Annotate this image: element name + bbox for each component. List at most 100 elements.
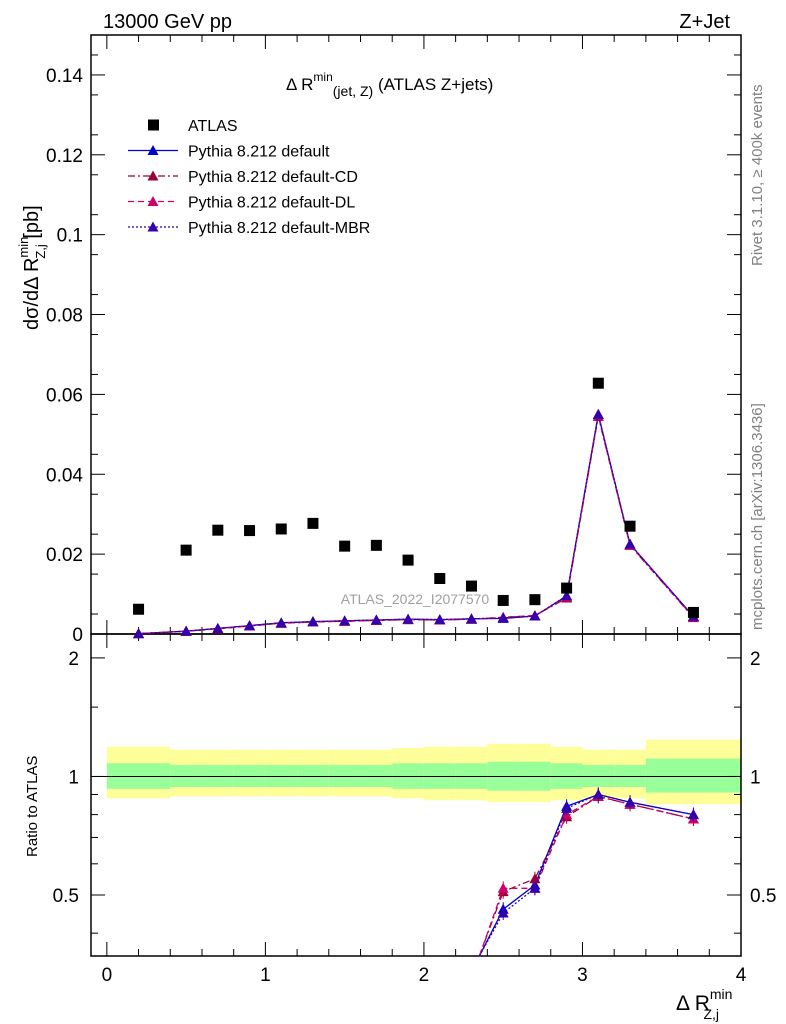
- band-inner-segment: [645, 758, 741, 793]
- main-y-tick-label: 0.06: [46, 385, 83, 406]
- main-series-marker: [244, 620, 256, 631]
- x-label-sub: Z,j: [703, 1006, 719, 1022]
- analysis-watermark: ATLAS_2022_I2077570: [341, 591, 490, 607]
- legend-marker-swatch: [147, 196, 159, 206]
- ratio-series-marker: [592, 788, 604, 799]
- ratio-mc-lines: [478, 787, 699, 957]
- atlas-data-point: [529, 594, 541, 606]
- legend-marker-swatch: [147, 145, 159, 155]
- main-series-marker: [307, 616, 319, 627]
- ratio-y-axis-label: Ratio to ATLAS: [24, 756, 41, 857]
- atlas-data-point: [465, 580, 477, 592]
- main-series-marker: [402, 613, 414, 624]
- main-series-marker: [370, 614, 382, 625]
- atlas-data-point: [624, 520, 636, 532]
- ratio-panel-frame: [90, 633, 742, 957]
- ratio-uncertainty-bands: [91, 739, 741, 805]
- main-y-label-prefix: dσ/dΔ R: [21, 258, 43, 330]
- ratio-y-tick-label-right: 1: [750, 767, 761, 788]
- main-series-marker: [339, 615, 351, 626]
- main-y-tick-label: 0.1: [57, 226, 83, 247]
- main-y-tick-label: 0.02: [46, 545, 83, 566]
- main-series-marker: [212, 622, 224, 633]
- ratio-series-marker: [687, 809, 699, 820]
- main-series-marker: [180, 625, 192, 636]
- atlas-data-point: [212, 524, 224, 536]
- ratio-y-tick-label-right: 2: [750, 649, 761, 670]
- ratio-y-tick-label: 2: [68, 649, 79, 670]
- ratio-series-line: [478, 795, 694, 957]
- x-tick-label: 1: [260, 965, 271, 986]
- main-y-label-sub: Z,j: [33, 244, 48, 259]
- main-series-marker: [465, 613, 477, 624]
- main-series-marker: [497, 612, 509, 623]
- x-tick-label: 0: [102, 965, 113, 986]
- ratio-panel-axes: 0.5 0.5 1 1 2 2 0 1 2 3 4: [53, 634, 776, 986]
- atlas-data-point: [244, 525, 256, 537]
- ratio-series-marker: [624, 796, 636, 807]
- x-label-sup: min: [710, 986, 733, 1002]
- ratio-series-marker: [497, 907, 509, 918]
- atlas-data-point: [180, 544, 192, 556]
- main-series-marker: [561, 590, 573, 601]
- atlas-data-point: [275, 523, 287, 535]
- legend: ATLAS Pythia 8.212 default Pythia 8.212 de…: [128, 118, 370, 237]
- legend-atlas-marker: [148, 119, 159, 131]
- legend-entry-label: Pythia 8.212 default: [188, 144, 330, 161]
- header-right: Z+Jet: [679, 11, 730, 33]
- main-y-axis-label: dσ/dΔ Rmin Z,j [pb]: [16, 205, 48, 330]
- main-y-tick-label: 0.12: [46, 146, 83, 167]
- main-series-marker: [133, 628, 145, 639]
- ratio-series-line: [478, 795, 694, 957]
- main-y-label-suffix: [pb]: [21, 205, 43, 244]
- legend-entry-label: Pythia 8.212 default-MBR: [188, 220, 370, 237]
- plot-title: Δ Rmin(jet, Z) (ATLAS Z+jets): [286, 70, 493, 99]
- legend-marker-swatch: [147, 221, 159, 232]
- main-y-tick-label: 0.08: [46, 306, 83, 327]
- legend-marker-swatch: [147, 170, 159, 181]
- atlas-data-point: [592, 377, 604, 389]
- ratio-y-tick-label-right: 0.5: [750, 886, 776, 907]
- legend-entry-label: Pythia 8.212 default-DL: [188, 195, 355, 212]
- legend-entry-label: Pythia 8.212 default-CD: [188, 169, 358, 186]
- atlas-data-point: [687, 606, 699, 618]
- main-series-marker: [434, 614, 446, 625]
- main-y-tick-label: 0.14: [46, 66, 83, 87]
- ratio-y-tick-label: 1: [68, 767, 79, 788]
- legend-entry-label: ATLAS: [188, 118, 238, 135]
- ratio-series-marker: [529, 882, 541, 893]
- x-label-prefix: Δ R: [676, 992, 710, 1015]
- main-y-label-sup: min: [16, 237, 31, 258]
- atlas-data-point: [561, 582, 573, 594]
- ratio-series-line: [478, 793, 694, 957]
- plot-title-suffix: (ATLAS Z+jets): [373, 75, 493, 94]
- x-axis-label: Δ Rmin Z,j: [676, 986, 732, 1022]
- atlas-data-point: [434, 572, 446, 584]
- atlas-data-point: [497, 594, 509, 606]
- x-tick-label: 2: [419, 965, 430, 986]
- plot-title-prefix: Δ R: [286, 75, 313, 94]
- mcplots-label: mcplots.cern.ch [arXiv:1306.3436]: [749, 403, 766, 630]
- atlas-data-point: [370, 539, 382, 551]
- main-y-tick-label: 0.04: [46, 465, 83, 486]
- plot-title-sub: (jet, Z): [333, 83, 373, 99]
- ratio-series-marker: [497, 882, 509, 893]
- atlas-data-point: [402, 554, 414, 566]
- main-panel-axes: 0 0.02 0.04 0.06 0.08 0.1 0.12 0.14: [46, 35, 742, 646]
- main-y-tick-label: 0: [72, 625, 83, 646]
- main-series-marker: [624, 538, 636, 549]
- atlas-data-point: [307, 517, 319, 529]
- main-data-points: [133, 377, 699, 618]
- ratio-series-line: [478, 793, 694, 957]
- ratio-y-tick-label: 0.5: [53, 886, 79, 907]
- main-series-marker: [529, 610, 541, 621]
- atlas-data-point: [133, 603, 145, 615]
- plot-title-sup: min: [313, 70, 332, 84]
- atlas-data-point: [339, 540, 351, 552]
- rivet-version-label: Rivet 3.1.10, ≥ 400k events: [749, 84, 766, 266]
- x-tick-label: 3: [577, 965, 588, 986]
- main-series-marker: [275, 617, 287, 628]
- main-mc-lines: [133, 408, 699, 639]
- header-left: 13000 GeV pp: [103, 11, 232, 33]
